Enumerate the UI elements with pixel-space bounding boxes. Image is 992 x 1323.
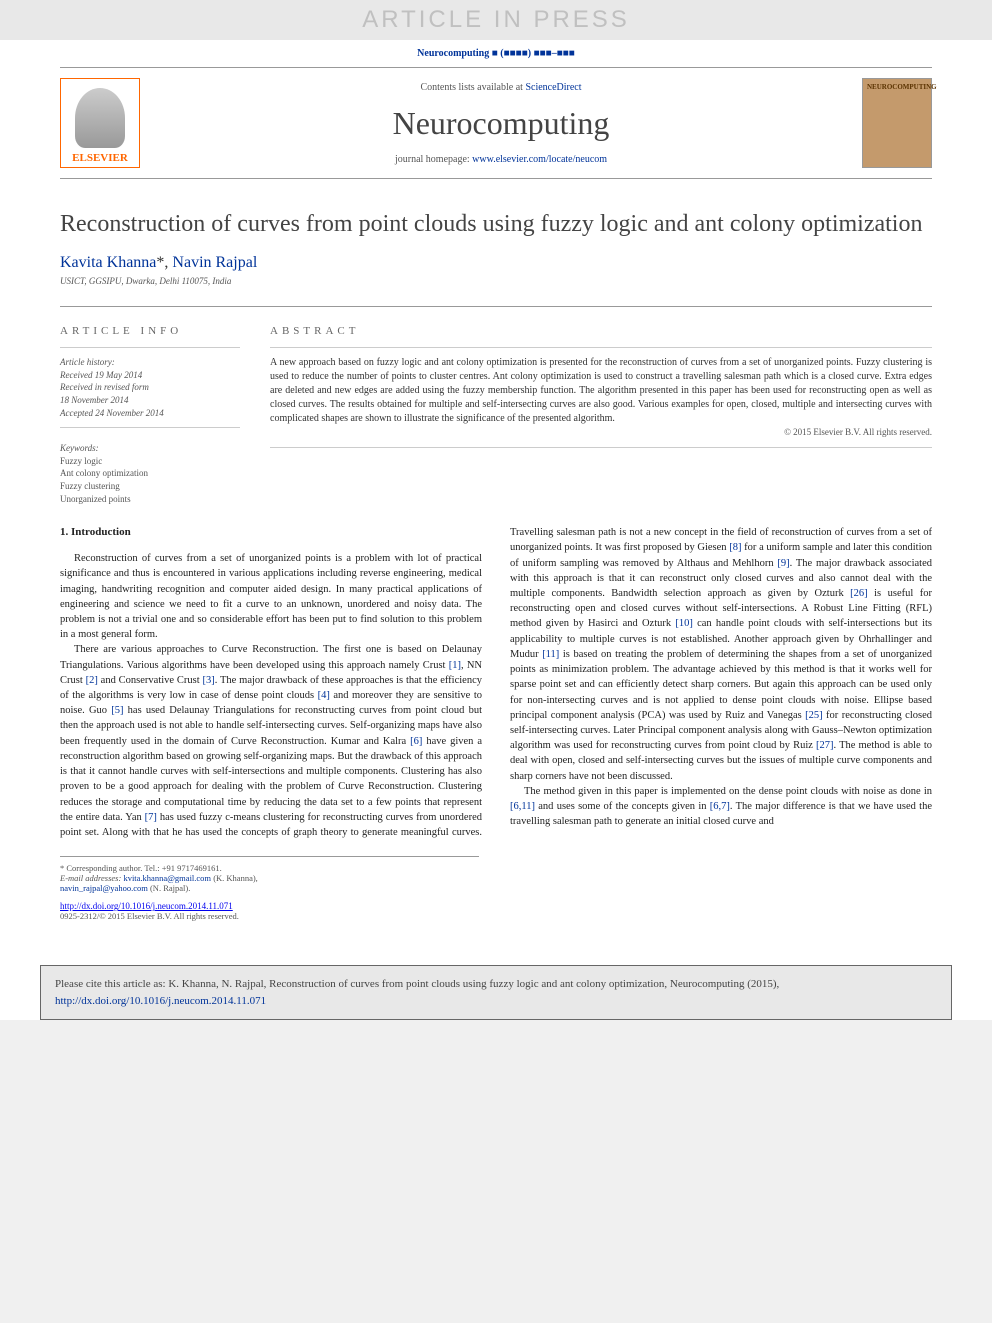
p4-a: The method given in this paper is implem…	[524, 786, 932, 797]
history-label: Article history:	[60, 356, 240, 369]
authors: Kavita Khanna*, Navin Rajpal	[60, 254, 932, 272]
content-area: Reconstruction of curves from point clou…	[0, 179, 992, 941]
contents-prefix: Contents lists available at	[420, 82, 525, 93]
doi-block: http://dx.doi.org/10.1016/j.neucom.2014.…	[60, 901, 932, 921]
keyword-3: Fuzzy clustering	[60, 480, 240, 493]
ref-9-link[interactable]: [9]	[777, 558, 789, 569]
p4-b: and uses some of the concepts given in	[535, 801, 710, 812]
info-abstract-row: ARTICLE INFO Article history: Received 1…	[60, 306, 932, 505]
paragraph-1: Reconstruction of curves from a set of u…	[60, 551, 482, 642]
article-info: ARTICLE INFO Article history: Received 1…	[60, 325, 240, 505]
ref-26-link[interactable]: [26]	[850, 588, 868, 599]
contents-text: Contents lists available at ScienceDirec…	[140, 82, 862, 93]
email-2-link[interactable]: navin_rajpal@yahoo.com	[60, 883, 148, 893]
received-date: Received 19 May 2014	[60, 369, 240, 382]
abstract-body: A new approach based on fuzzy logic and …	[270, 357, 932, 424]
corresponding-author: * Corresponding author. Tel.: +91 971746…	[60, 863, 479, 873]
keyword-2: Ant colony optimization	[60, 467, 240, 480]
abstract-text: A new approach based on fuzzy logic and …	[270, 347, 932, 448]
p2-a: There are various approaches to Curve Re…	[60, 644, 482, 670]
ref-27-link[interactable]: [27]	[816, 740, 834, 751]
doi-link[interactable]: http://dx.doi.org/10.1016/j.neucom.2014.…	[60, 901, 233, 911]
elsevier-label: ELSEVIER	[72, 152, 128, 164]
keywords-box: Keywords: Fuzzy logic Ant colony optimiz…	[60, 442, 240, 505]
ref-4-link[interactable]: [4]	[318, 690, 330, 701]
abstract-copyright: © 2015 Elsevier B.V. All rights reserved…	[270, 426, 932, 439]
article-page: ARTICLE IN PRESS Neurocomputing ■ (■■■■)…	[0, 0, 992, 1020]
ref-10-link[interactable]: [10]	[675, 618, 693, 629]
email-1-name: (K. Khanna),	[211, 873, 258, 883]
article-in-press-banner: ARTICLE IN PRESS	[0, 0, 992, 40]
journal-name: Neurocomputing	[140, 105, 862, 142]
ref-6-7-link[interactable]: [6,7]	[710, 801, 730, 812]
homepage-link[interactable]: www.elsevier.com/locate/neucom	[472, 154, 607, 165]
sciencedirect-link[interactable]: ScienceDirect	[525, 82, 581, 93]
email-label: E-mail addresses:	[60, 873, 123, 883]
elsevier-logo: ELSEVIER	[60, 78, 140, 168]
accepted-date: Accepted 24 November 2014	[60, 407, 240, 420]
ref-6-11-link[interactable]: [6,11]	[510, 801, 535, 812]
issn-copyright: 0925-2312/© 2015 Elsevier B.V. All right…	[60, 911, 932, 921]
revised-label: Received in revised form	[60, 381, 240, 394]
abstract-heading: ABSTRACT	[270, 325, 932, 337]
keywords-label: Keywords:	[60, 442, 240, 455]
ref-5-link[interactable]: [5]	[111, 705, 123, 716]
affiliation: USICT, GGSIPU, Dwarka, Delhi 110075, Ind…	[60, 276, 932, 286]
ref-2-link[interactable]: [2]	[86, 675, 98, 686]
citation-box: Please cite this article as: K. Khanna, …	[40, 965, 952, 1020]
article-title: Reconstruction of curves from point clou…	[60, 209, 932, 240]
header-center: Contents lists available at ScienceDirec…	[140, 82, 862, 165]
citation-doi-link[interactable]: http://dx.doi.org/10.1016/j.neucom.2014.…	[55, 995, 266, 1007]
ref-25-link[interactable]: [25]	[805, 710, 823, 721]
ref-1-link[interactable]: [1]	[449, 660, 461, 671]
email-1-link[interactable]: kvita.khanna@gmail.com	[123, 873, 211, 883]
ref-7-link[interactable]: [7]	[145, 812, 157, 823]
journal-header: ELSEVIER Contents lists available at Sci…	[60, 67, 932, 179]
elsevier-tree-icon	[75, 88, 125, 148]
author-2-link[interactable]: Navin Rajpal	[172, 254, 257, 271]
ref-11-link[interactable]: [11]	[542, 649, 559, 660]
journal-cover: NEUROCOMPUTING	[862, 78, 932, 168]
body-text: 1. Introduction Reconstruction of curves…	[60, 525, 932, 840]
author-1-link[interactable]: Kavita Khanna	[60, 254, 156, 271]
cover-title: NEUROCOMPUTING	[867, 83, 927, 91]
homepage-text: journal homepage: www.elsevier.com/locat…	[140, 154, 862, 165]
homepage-prefix: journal homepage:	[395, 154, 472, 165]
ref-6-link[interactable]: [6]	[410, 736, 422, 747]
ref-3-link[interactable]: [3]	[202, 675, 214, 686]
p2-c: and Conservative Crust	[98, 675, 203, 686]
section-1-heading: 1. Introduction	[60, 525, 482, 541]
paragraph-4: The method given in this paper is implem…	[510, 784, 932, 830]
article-info-heading: ARTICLE INFO	[60, 325, 240, 337]
email-2-name: (N. Rajpal).	[148, 883, 191, 893]
revised-date: 18 November 2014	[60, 394, 240, 407]
ref-8-link[interactable]: [8]	[729, 542, 741, 553]
citation-text: Please cite this article as: K. Khanna, …	[55, 978, 779, 990]
keyword-4: Unorganized points	[60, 493, 240, 506]
history-box: Article history: Received 19 May 2014 Re…	[60, 347, 240, 428]
keyword-1: Fuzzy logic	[60, 455, 240, 468]
email-addresses: E-mail addresses: kvita.khanna@gmail.com…	[60, 873, 479, 893]
abstract-column: ABSTRACT A new approach based on fuzzy l…	[270, 325, 932, 505]
journal-reference-line: Neurocomputing ■ (■■■■) ■■■–■■■	[0, 40, 992, 67]
footnotes: * Corresponding author. Tel.: +91 971746…	[60, 856, 479, 893]
